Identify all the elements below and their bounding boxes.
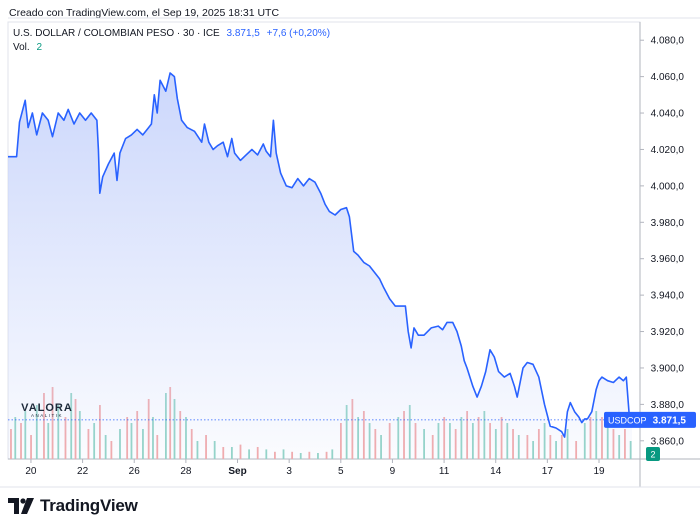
legend-change: +7,6 (+0,20%) (266, 28, 331, 39)
x-tick-label: 11 (439, 466, 450, 477)
y-tick-label: 4.040,0 (651, 109, 685, 120)
symbol-legend: U.S. DOLLAR / COLOMBIAN PESO · 30 · ICE … (13, 28, 330, 39)
last-price-symbol: USDCOP (608, 415, 647, 425)
tradingview-brand: TradingView (40, 496, 138, 515)
y-tick-label: 3.920,0 (651, 327, 685, 338)
volume-legend: Vol. 2 (13, 42, 42, 53)
x-tick-label: Sep (228, 466, 246, 477)
created-with-text: Creado con TradingView.com, el Sep 19, 2… (9, 7, 280, 19)
x-tick-label: 22 (77, 466, 89, 477)
volume-badge (646, 447, 660, 461)
last-price-value: 3.871,5 (653, 415, 687, 426)
y-tick-label: 3.900,0 (651, 363, 685, 374)
y-tick-label: 4.080,0 (651, 36, 685, 47)
volume-badge-value: 2 (650, 450, 655, 460)
legend-last-price: 3.871,5 (226, 28, 260, 39)
x-tick-label: 14 (490, 466, 502, 477)
x-tick-label: 19 (593, 466, 605, 477)
watermark-sub: ANALITIK (30, 413, 63, 418)
y-tick-label: 4.000,0 (651, 181, 685, 192)
y-tick-label: 4.020,0 (651, 145, 685, 156)
y-tick-label: 3.880,0 (651, 400, 685, 411)
x-tick-label: 17 (542, 466, 554, 477)
x-tick-label: 26 (129, 466, 141, 477)
last-price-badge (604, 411, 696, 428)
y-tick-label: 4.060,0 (651, 72, 685, 83)
y-tick-label: 3.960,0 (651, 254, 685, 265)
x-tick-label: 5 (338, 466, 344, 477)
volume-legend-value: 2 (36, 42, 43, 53)
x-tick-label: 20 (25, 466, 37, 477)
x-tick-label: 9 (390, 466, 396, 477)
valora-watermark: VALORA ANALITIK (17, 402, 77, 418)
price-area (8, 73, 632, 459)
tradingview-logo: TradingView (8, 496, 138, 516)
x-tick-label: 28 (180, 466, 192, 477)
y-tick-label: 3.940,0 (651, 291, 685, 302)
price-series-line (8, 72, 633, 438)
y-tick-label: 3.980,0 (651, 218, 685, 229)
symbol-title: U.S. DOLLAR / COLOMBIAN PESO · 30 · ICE (13, 28, 220, 39)
y-tick-label: 3.860,0 (651, 436, 685, 447)
tradingview-logo-icon (8, 498, 34, 514)
watermark-main: VALORA (21, 402, 73, 414)
volume-legend-label: Vol. (13, 42, 30, 53)
x-tick-label: 3 (286, 466, 292, 477)
